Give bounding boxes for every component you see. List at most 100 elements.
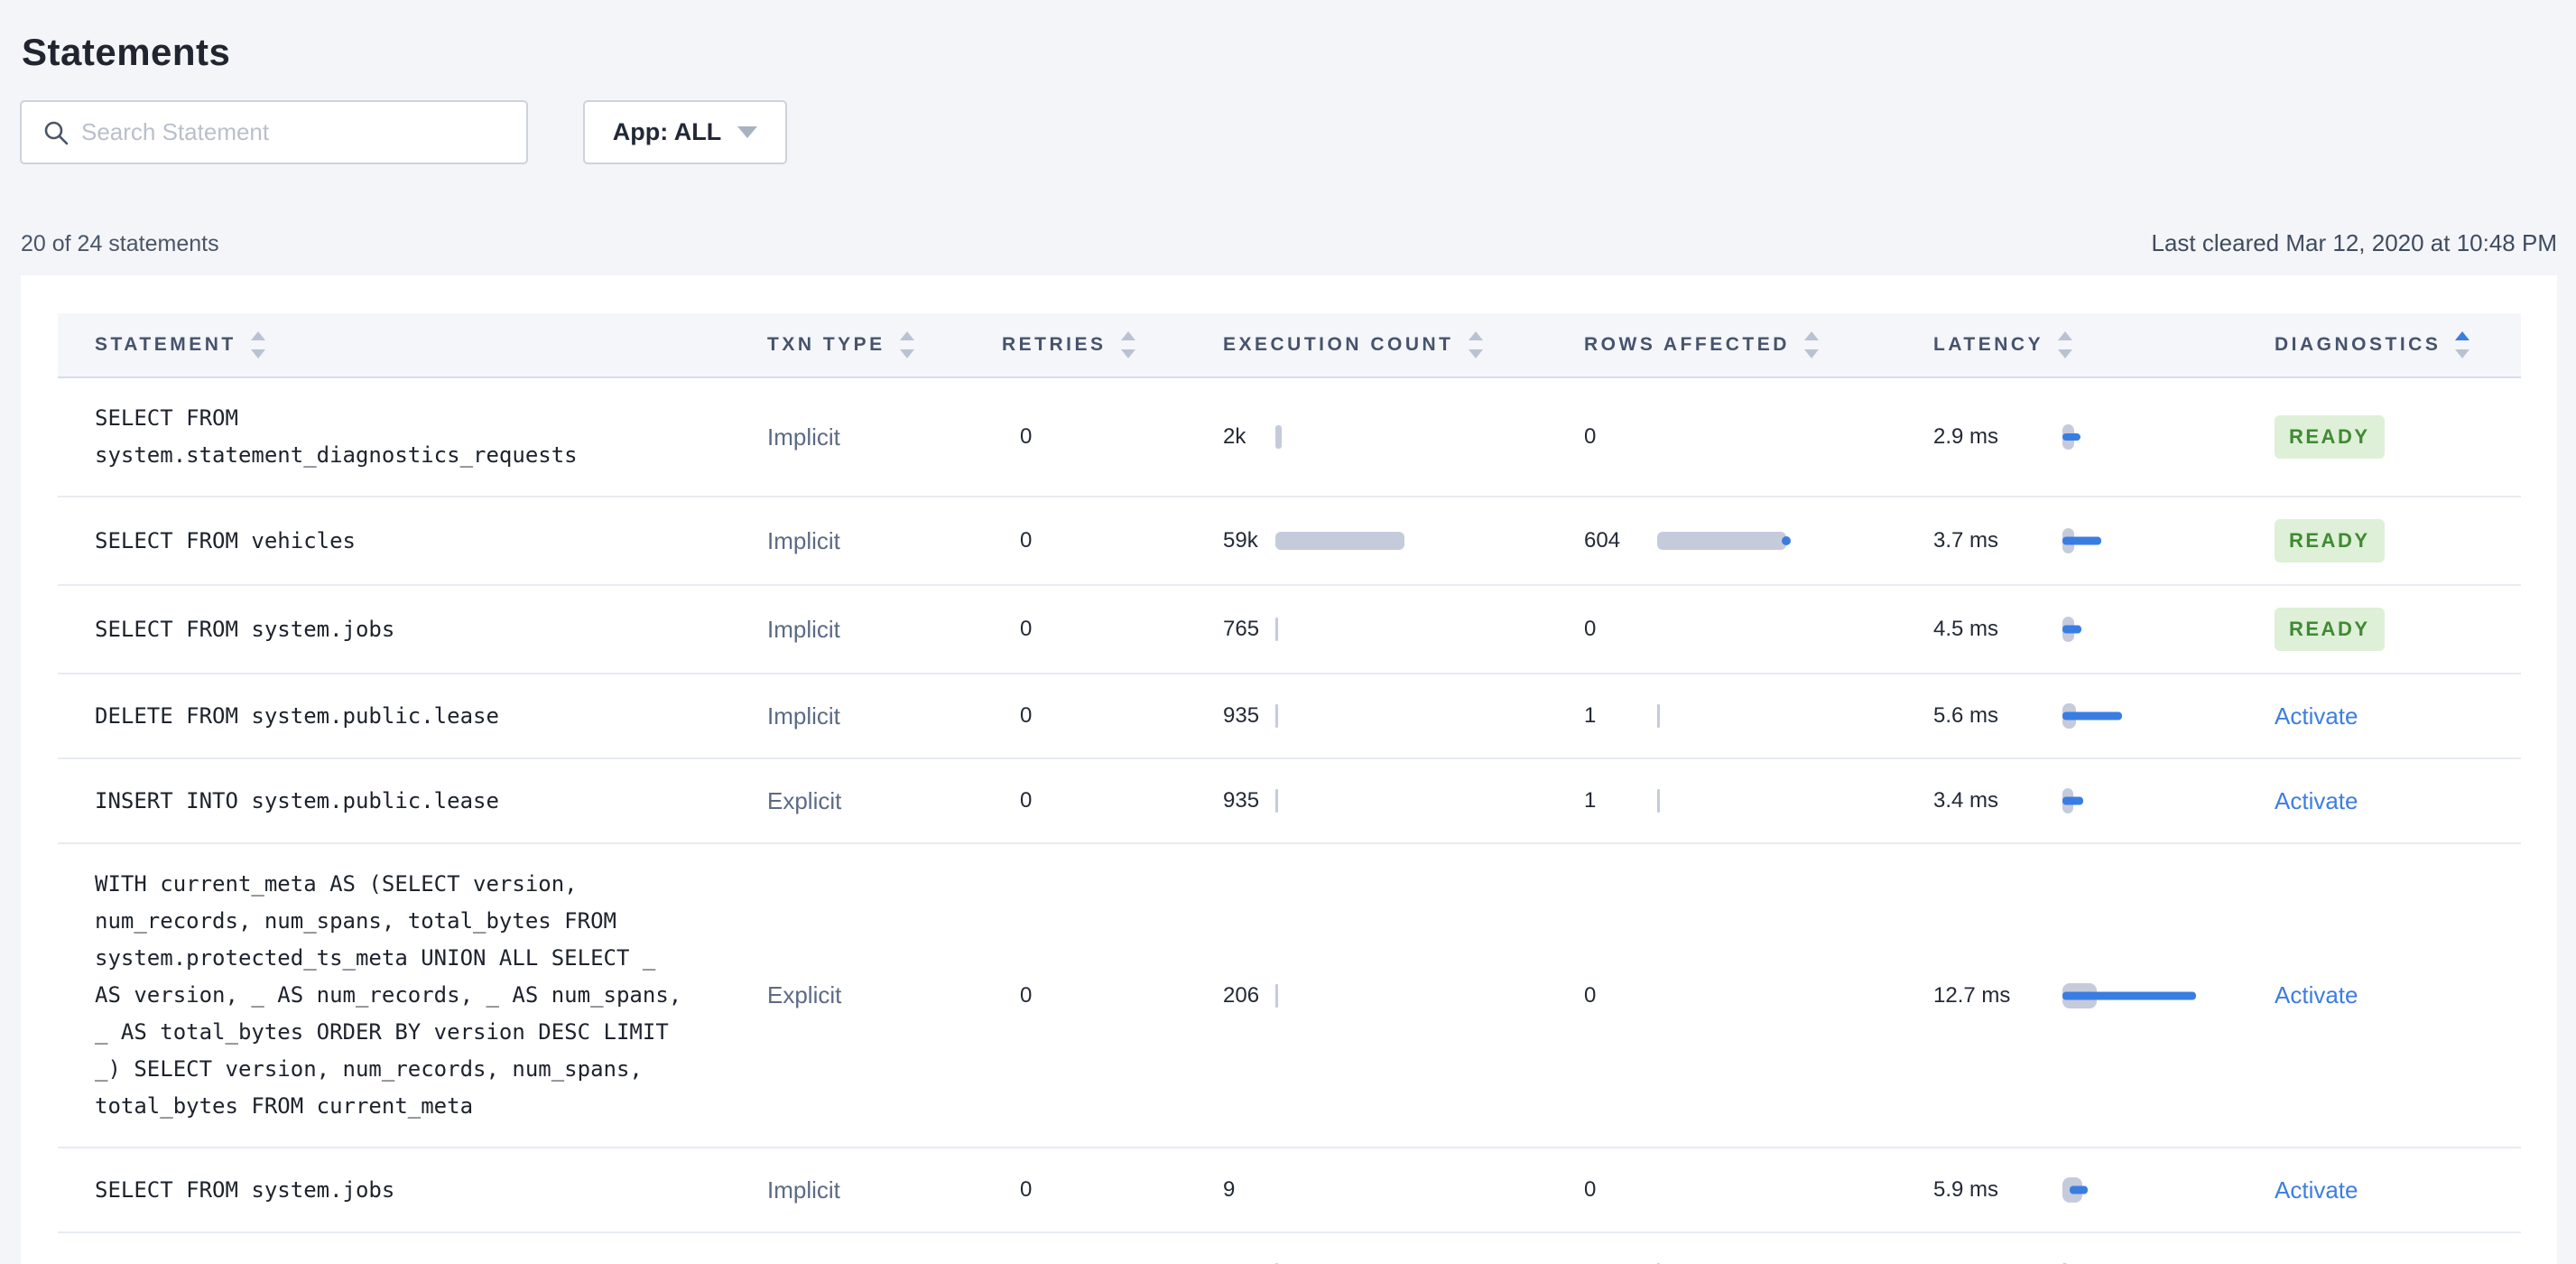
diagnostics-activate-link[interactable]: Activate — [2275, 981, 2358, 1008]
execution-count-barchart — [1275, 417, 1584, 457]
rows-affected-value: 0 — [1584, 1177, 1597, 1202]
txn-type-value: Explicit — [767, 786, 842, 814]
execution-count-cell: 765 — [1223, 609, 1584, 649]
sort-arrows[interactable] — [2455, 331, 2470, 358]
execution-count-value: 59k — [1223, 528, 1258, 553]
sort-desc-icon[interactable] — [1120, 349, 1135, 358]
sort-asc-icon[interactable] — [1120, 331, 1135, 340]
txn-type-value: Implicit — [767, 702, 840, 730]
sort-desc-icon[interactable] — [2455, 349, 2470, 358]
statement-text[interactable]: DELETE FROM system.public.lease — [95, 702, 499, 729]
table-row: WITH current_meta AS (SELECT version, nu… — [58, 844, 2521, 1148]
column-header-execution-count[interactable]: EXECUTION COUNT — [1223, 331, 1584, 358]
retries-value: 0 — [1020, 788, 1033, 813]
last-cleared-timestamp: Last cleared Mar 12, 2020 at 10:48 PM — [2151, 229, 2558, 256]
statement-text[interactable]: INSERT INTO system.public.lease — [95, 787, 499, 813]
diagnostics-ready-badge[interactable]: READY — [2275, 415, 2385, 459]
table-row: INSERT INTO system.public.lease Explicit 0… — [58, 759, 2521, 844]
column-header-latency[interactable]: LATENCY — [1933, 331, 2275, 358]
retries-cell: 0 — [1002, 617, 1223, 642]
txn-type-cell: Implicit — [767, 1176, 1002, 1204]
retries-value: 0 — [1020, 703, 1033, 728]
sort-desc-icon[interactable] — [250, 349, 265, 358]
column-header-diagnostics[interactable]: DIAGNOSTICS — [2275, 331, 2521, 358]
sort-arrows[interactable] — [2058, 331, 2073, 358]
rows-affected-value: 1 — [1584, 788, 1597, 813]
latency-barchart — [2062, 696, 2275, 736]
sort-asc-icon[interactable] — [250, 331, 265, 340]
diagnostics-ready-badge[interactable]: READY — [2275, 519, 2385, 562]
sort-desc-icon[interactable] — [899, 349, 914, 358]
execution-count-barchart — [1275, 781, 1584, 821]
retries-cell: 0 — [1002, 983, 1223, 1008]
latency-cell: 5.6 ms — [1933, 696, 2275, 736]
column-header-retries[interactable]: RETRIES — [1002, 331, 1223, 358]
latency-value: 1.4 ms — [1933, 1262, 2062, 1264]
rows-affected-value: 0 — [1584, 617, 1597, 641]
sort-asc-icon[interactable] — [1468, 331, 1483, 340]
retries-cell: 0 — [1002, 1177, 1223, 1203]
statement-text[interactable]: SELECT FROM system.jobs — [95, 1176, 395, 1203]
column-label: EXECUTION COUNT — [1223, 334, 1454, 355]
diagnostics-cell: Activate — [2275, 702, 2521, 730]
statement-cell: DELETE FROM system.public.lease — [58, 698, 767, 735]
statement-text[interactable]: SELECT FROM vehicles — [95, 527, 356, 553]
search-statement-box[interactable] — [20, 100, 528, 164]
execution-count-bar — [1275, 618, 1278, 641]
latency-value: 4.5 ms — [1933, 617, 1999, 641]
rows-affected-barchart — [1657, 417, 1933, 457]
txn-type-cell: Implicit — [767, 702, 1002, 730]
sort-desc-icon[interactable] — [1803, 349, 1819, 358]
sort-arrows[interactable] — [1468, 331, 1483, 358]
diagnostics-activate-link[interactable]: Activate — [2275, 786, 2358, 814]
column-header-statement[interactable]: STATEMENT — [58, 331, 767, 358]
sort-asc-icon[interactable] — [2058, 331, 2073, 340]
latency-value: 12.7 ms — [1933, 982, 2011, 1008]
diagnostics-ready-badge[interactable]: READY — [2275, 608, 2385, 651]
sort-arrows[interactable] — [899, 331, 914, 358]
latency-barchart — [2062, 521, 2275, 561]
sort-arrows[interactable] — [250, 331, 265, 358]
latency-barchart — [2062, 1255, 2275, 1264]
retries-value: 0 — [1020, 1262, 1032, 1264]
rows-affected-barchart — [1657, 976, 1933, 1016]
latency-mean-bar — [2070, 1185, 2088, 1194]
column-header-rows-affected[interactable]: ROWS AFFECTED — [1584, 331, 1933, 358]
statement-text[interactable]: SELECT FROM system.statement_diagnostics… — [95, 405, 578, 468]
diagnostics-cell: Activate — [2275, 1261, 2521, 1264]
statement-cell: INSERT INTO system.public.lease — [58, 783, 767, 820]
execution-count-cell: 59k — [1223, 521, 1584, 561]
execution-count-value: 935 — [1223, 703, 1260, 728]
statement-text[interactable]: INSERT INTO user_promo_codes — [95, 1257, 460, 1264]
app-filter-dropdown[interactable]: App: ALL — [583, 100, 787, 164]
execution-count-value: 935 — [1223, 788, 1260, 813]
rows-affected-value: 1 — [1584, 703, 1597, 728]
statement-cell: SELECT FROM system.jobs — [58, 1172, 767, 1209]
statement-text[interactable]: SELECT FROM system.jobs — [95, 616, 395, 642]
diagnostics-activate-link[interactable]: Activate — [2275, 1176, 2358, 1204]
retries-value: 0 — [1020, 617, 1033, 641]
execution-count-cell: 935 — [1223, 781, 1584, 821]
sort-arrows[interactable] — [1803, 331, 1819, 358]
sort-asc-icon[interactable] — [899, 331, 914, 340]
sort-asc-icon[interactable] — [2455, 331, 2470, 340]
sort-desc-icon[interactable] — [2058, 349, 2073, 358]
txn-type-value: Implicit — [767, 1261, 840, 1264]
chevron-down-icon — [737, 126, 758, 138]
sort-desc-icon[interactable] — [1468, 349, 1483, 358]
latency-cell: 5.9 ms — [1933, 1170, 2275, 1210]
latency-mean-bar — [2062, 796, 2083, 805]
execution-count-barchart — [1275, 976, 1584, 1016]
search-input[interactable] — [20, 100, 528, 164]
sort-arrows[interactable] — [1120, 331, 1135, 358]
column-header-txn-type[interactable]: TXN TYPE — [767, 331, 1002, 358]
latency-cell: 4.5 ms — [1933, 609, 2275, 649]
diagnostics-activate-link[interactable]: Activate — [2275, 1261, 2358, 1264]
statement-cell: SELECT FROM system.statement_diagnostics… — [58, 400, 767, 474]
sort-asc-icon[interactable] — [1803, 331, 1819, 340]
retries-cell: 0 — [1002, 703, 1223, 729]
rows-affected-cell: 0 — [1584, 417, 1933, 457]
execution-count-value: 765 — [1223, 617, 1260, 641]
diagnostics-activate-link[interactable]: Activate — [2275, 702, 2358, 730]
statement-text[interactable]: WITH current_meta AS (SELECT version, nu… — [95, 871, 682, 1119]
